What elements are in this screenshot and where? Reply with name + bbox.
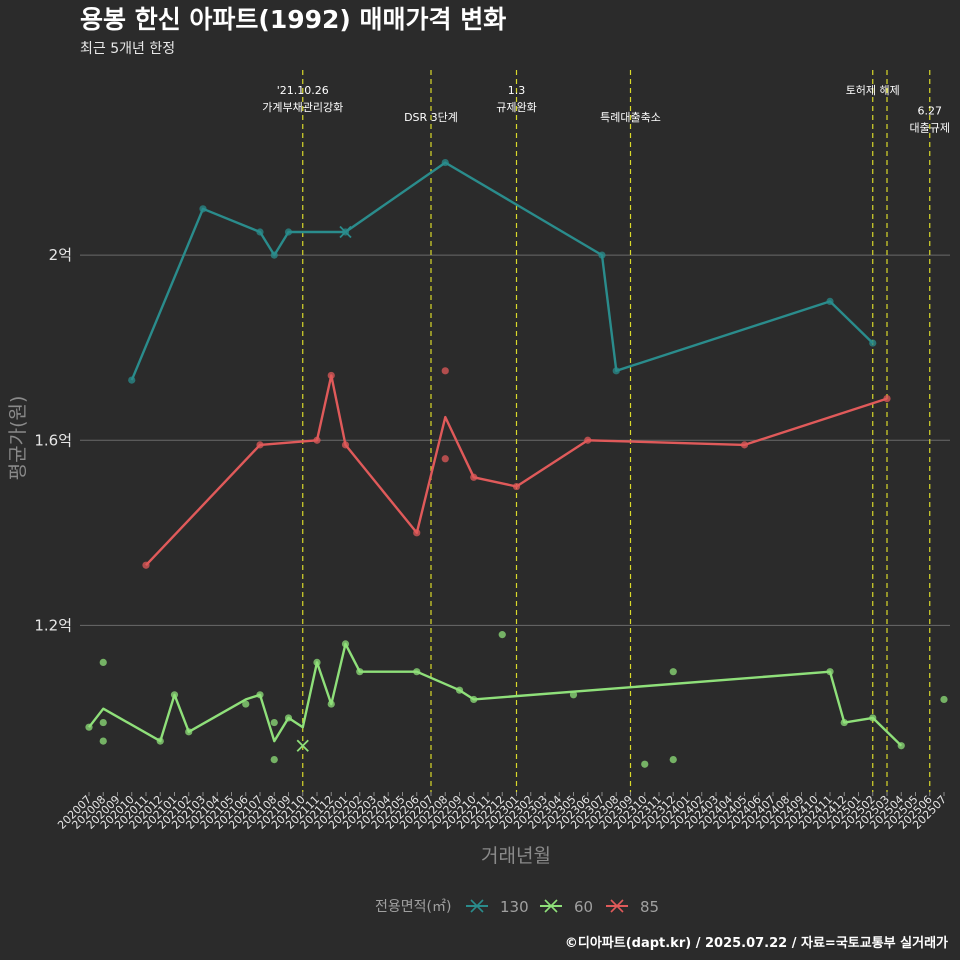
source-caption: ©디아파트(dapt.kr) / 2025.07.22 / 자료=국토교통부 실… (565, 935, 948, 951)
event-label-202502-0: 토허제 해제 (846, 83, 900, 97)
event-label-202309-0: 특례대출축소 (600, 111, 661, 124)
data-point-60-25 (840, 718, 848, 727)
data-point-60-17 (455, 686, 464, 694)
legend-label-85: 85 (640, 898, 659, 916)
series-60 (85, 631, 948, 768)
legend-x-icon-130 (470, 899, 484, 913)
series-130 (128, 158, 877, 384)
data-point-60-3 (99, 737, 107, 745)
data-point-130-0 (128, 376, 136, 384)
data-point-60-20 (569, 691, 578, 699)
x-tick-labels: 2020072020082020092020102020112020122021… (55, 792, 949, 832)
data-point-60-24 (826, 668, 834, 676)
y-tick-label-0: 1.2억 (34, 616, 72, 634)
data-point-60-26 (869, 714, 877, 722)
chart-title: 용봉 한신 아파트(1992) 매매가격 변화 (80, 5, 506, 34)
data-point-60-4 (156, 737, 164, 745)
y-tick-label-1: 1.6억 (34, 431, 72, 449)
data-point-60-11 (284, 714, 293, 722)
data-point-60-22 (669, 668, 677, 676)
data-point-60-2 (99, 718, 107, 727)
series-line-85 (145, 374, 888, 567)
data-point-85-1 (256, 441, 264, 449)
data-point-60-27 (897, 742, 905, 750)
y-tick-labels: 1.2억 1.6억 2억 (34, 246, 72, 634)
data-point-85-0 (142, 561, 150, 569)
data-point-60-21 (641, 760, 649, 768)
data-point-60-19 (498, 631, 506, 639)
data-point-60-18 (470, 695, 478, 704)
event-label-202110-1: 가계부채관리강화 (262, 101, 343, 114)
data-point-60-15 (356, 668, 364, 676)
legend-label-60: 60 (574, 898, 593, 916)
legend-item-60: 60 (540, 898, 593, 916)
legend-item-85: 85 (606, 898, 659, 916)
data-point-60-1 (99, 658, 107, 667)
event-label-202506-0: 6.27 (918, 104, 943, 117)
x-axis-title: 거래년월 (481, 845, 551, 867)
data-point-60-9 (270, 718, 278, 727)
data-point-130-10 (869, 339, 877, 347)
legend-item-130: 130 (466, 898, 529, 916)
data-point-60-8 (256, 691, 264, 699)
legend-label-130: 130 (500, 898, 529, 916)
data-point-60-10 (270, 756, 278, 764)
legend: 전용면적(㎡) 130 60 85 (375, 898, 659, 916)
gridlines (80, 254, 950, 626)
series-line-130 (130, 161, 874, 381)
data-point-60-28 (940, 695, 948, 704)
event-label-202301-1: 규제완화 (496, 101, 536, 114)
series-85 (142, 367, 891, 569)
data-point-85-10 (584, 436, 592, 444)
series-layer (85, 158, 948, 768)
legend-x-icon-60 (544, 899, 558, 913)
latest-marker-130 (339, 225, 352, 239)
chart-subtitle: 최근 5개년 한정 (80, 41, 175, 57)
data-point-85-6 (441, 367, 449, 375)
data-point-130-8 (612, 367, 620, 375)
data-point-130-7 (598, 251, 606, 259)
series-line-60 (88, 642, 903, 747)
data-point-85-4 (341, 441, 350, 449)
data-point-85-5 (413, 529, 421, 537)
data-point-130-3 (270, 251, 278, 259)
data-point-60-13 (327, 700, 335, 708)
data-point-130-6 (441, 158, 449, 167)
legend-title: 전용면적(㎡) (375, 899, 451, 915)
event-label-202110-0: '21.10.26 (277, 84, 329, 97)
data-point-130-4 (284, 228, 293, 236)
data-point-130-9 (826, 297, 834, 306)
data-point-130-1 (199, 205, 207, 213)
data-point-60-7 (242, 700, 250, 708)
data-point-85-9 (512, 482, 521, 491)
latest-marker-60 (296, 739, 309, 752)
data-point-60-6 (185, 728, 193, 736)
data-point-60-16 (413, 668, 421, 676)
data-point-60-23 (669, 756, 677, 764)
event-label-202506-1: 대출규제 (910, 121, 950, 134)
data-point-60-12 (313, 658, 321, 667)
data-point-85-7 (441, 455, 449, 463)
data-point-60-0 (85, 723, 93, 731)
data-point-85-2 (313, 436, 321, 444)
event-label-202301-0: 1.3 (508, 84, 526, 97)
data-point-85-3 (327, 371, 335, 380)
data-point-85-12 (883, 395, 891, 403)
data-point-60-14 (341, 640, 350, 648)
data-point-85-8 (470, 473, 478, 481)
data-point-60-5 (170, 691, 179, 699)
y-axis-title: 평균가(원) (7, 396, 29, 481)
legend-x-icon-85 (610, 899, 624, 913)
event-label-202207-0: DSR 3단계 (404, 111, 458, 124)
data-point-130-2 (256, 228, 264, 236)
y-tick-label-2: 2억 (49, 246, 72, 264)
data-point-85-11 (740, 441, 749, 449)
